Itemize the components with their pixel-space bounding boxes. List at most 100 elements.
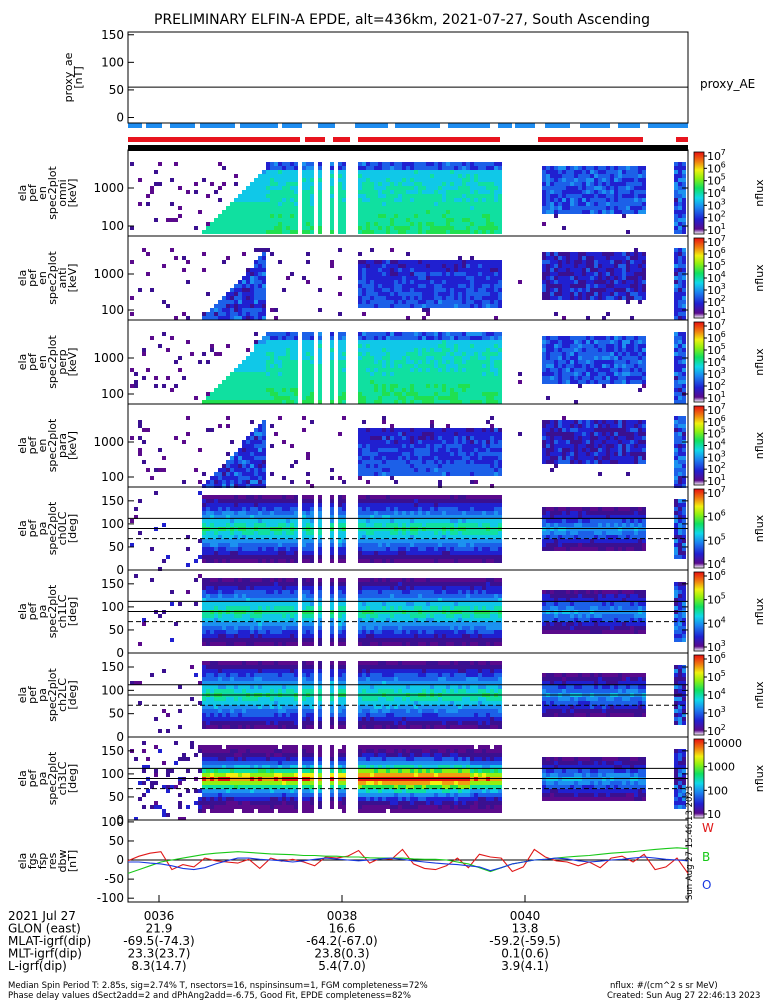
spectrogram-cell	[546, 178, 550, 182]
spectrogram-cell	[374, 444, 378, 448]
spectrogram-cell	[262, 248, 266, 252]
spectrogram-cell	[554, 276, 558, 280]
spectrogram-cell	[622, 202, 626, 206]
spectrogram-cell	[674, 396, 678, 400]
spectrogram-cell	[338, 340, 342, 344]
spectrogram-cell	[394, 296, 398, 300]
spectrogram-cell	[278, 372, 282, 376]
spectrogram-cell	[438, 360, 442, 364]
spectrogram-cell	[226, 300, 230, 304]
spectrogram-cell	[594, 380, 598, 384]
spectrogram-cell	[414, 348, 418, 352]
spectrogram-cell	[278, 332, 282, 336]
spectrogram-cell	[442, 356, 446, 360]
spectrogram-cell	[366, 300, 370, 304]
spectrogram-cell	[566, 206, 570, 210]
spectrogram-cell	[558, 344, 562, 348]
spectrogram-cell	[210, 226, 214, 230]
spectrogram-cell	[366, 214, 370, 218]
spectrogram-cell	[446, 194, 450, 198]
spectrogram-cell	[242, 372, 246, 376]
spectrogram-cell	[394, 388, 398, 392]
spectrogram-cell	[430, 460, 434, 464]
spectrogram-cell	[410, 376, 414, 380]
spectrogram-cell	[558, 368, 562, 372]
spectrogram-cell	[130, 162, 134, 166]
spectrogram-cell	[574, 356, 578, 360]
spectrogram-cell	[286, 218, 290, 222]
spectrogram-cell	[370, 384, 374, 388]
spectrogram-cell	[250, 304, 254, 308]
spectrogram-cell	[566, 420, 570, 424]
spectrogram-cell	[542, 344, 546, 348]
spectrogram-cell	[638, 288, 642, 292]
spectrogram-cell	[418, 456, 422, 460]
spectrogram-cell	[434, 178, 438, 182]
spectrogram-cell	[578, 260, 582, 264]
spectrogram-cell	[490, 372, 494, 376]
spectrogram-cell	[270, 202, 274, 206]
spectrogram-cell	[570, 194, 574, 198]
spectrogram-cell	[446, 304, 450, 308]
spectrogram-cell	[494, 452, 498, 456]
spectrogram-cell	[610, 456, 614, 460]
spectrogram-cell	[674, 304, 678, 308]
spectrogram-cell	[434, 198, 438, 202]
spectrogram-cell	[642, 380, 646, 384]
spectrogram-cell	[182, 480, 186, 484]
spectrogram-cell	[582, 166, 586, 170]
spectrogram-cell	[250, 182, 254, 186]
spectrogram-cell	[290, 162, 294, 166]
spectrogram-cell	[394, 352, 398, 356]
spectrogram-cell	[486, 332, 490, 336]
spectrogram-cell	[266, 248, 270, 252]
spectrogram-cell	[362, 284, 366, 288]
spectrogram-cell	[430, 360, 434, 364]
spectrogram-cell	[466, 182, 470, 186]
spectrogram-cell	[674, 336, 678, 340]
spectrogram-cell	[474, 304, 478, 308]
spectrogram-cell	[306, 174, 310, 178]
spectrogram-cell	[278, 162, 282, 166]
status-bar-blue	[170, 123, 195, 128]
spectrogram-cell	[438, 268, 442, 272]
spectrogram-cell	[238, 384, 242, 388]
spectrogram-cell	[370, 288, 374, 292]
spectrogram-cell	[598, 252, 602, 256]
spectrogram-cell	[626, 288, 630, 292]
spectrogram-cell	[318, 364, 322, 368]
spectrogram-cell	[602, 356, 606, 360]
spectrogram-cell	[318, 222, 322, 226]
spectrogram-cell	[358, 440, 362, 444]
spectrogram-cell	[418, 464, 422, 468]
spectrogram-cell	[242, 388, 246, 392]
spectrogram-cell	[622, 252, 626, 256]
spectrogram-cell	[390, 372, 394, 376]
spectrogram-cell	[486, 162, 490, 166]
spectrogram-cell	[434, 222, 438, 226]
spectrogram-cell	[254, 340, 258, 344]
spectrogram-cell	[362, 464, 366, 468]
spectrogram-cell	[474, 384, 478, 388]
spectrogram-cell	[398, 400, 402, 404]
spectrogram-cell	[378, 456, 382, 460]
spectrogram-cell	[562, 372, 566, 376]
spectrogram-cell	[674, 340, 678, 344]
spectrogram-cell	[306, 336, 310, 340]
spectrogram-cell	[462, 448, 466, 452]
spectrogram-cell	[674, 174, 678, 178]
spectrogram-cell	[386, 264, 390, 268]
spectrogram-cell	[366, 178, 370, 182]
spectrogram-cell	[682, 276, 686, 280]
spectrogram-cell	[414, 284, 418, 288]
spectrogram-cell	[418, 268, 422, 272]
spectrogram-cell	[266, 340, 270, 344]
spectrogram-cell	[274, 218, 278, 222]
spectrogram-cell	[446, 428, 450, 432]
spectrogram-cell	[602, 424, 606, 428]
spectrogram-cell	[494, 380, 498, 384]
spectrogram-cell	[274, 368, 278, 372]
spectrogram-cell	[274, 162, 278, 166]
spectrogram-cell	[490, 280, 494, 284]
spectrogram-cell	[610, 178, 614, 182]
